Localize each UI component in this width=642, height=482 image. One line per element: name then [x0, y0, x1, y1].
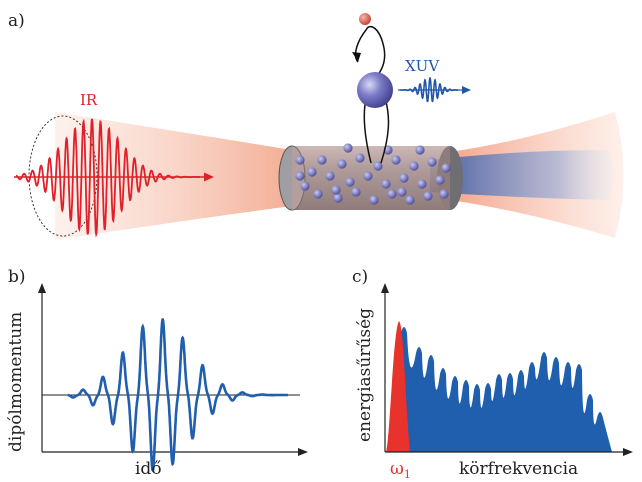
gas-atom-icon [369, 195, 379, 205]
gas-atom-icon [317, 155, 327, 165]
gas-atom-icon [325, 171, 335, 181]
gas-atom-icon [355, 153, 365, 163]
atom-sphere-icon [357, 72, 393, 108]
gas-atom-icon [343, 143, 353, 153]
xuv-beam [430, 150, 613, 200]
fundamental-peak [386, 321, 410, 452]
gas-atom-icon [441, 163, 451, 173]
gas-atom-icon [415, 145, 425, 155]
gas-atom-icon [427, 157, 437, 167]
gas-atom-icon [333, 193, 343, 203]
gas-atom-icon [439, 189, 449, 199]
panel-a: a) IR XUV [8, 11, 624, 240]
gas-atoms [295, 143, 451, 205]
gas-atom-icon [409, 161, 419, 171]
ir-arrow-head-icon [204, 172, 214, 182]
gas-atom-icon [405, 195, 415, 205]
gas-atom-icon [373, 161, 383, 171]
gas-atom-icon [399, 173, 409, 183]
omega-label: ω1 [390, 459, 411, 481]
gas-atom-icon [363, 171, 373, 181]
panel-b-x-arrow-icon [298, 448, 308, 456]
gas-atom-icon [295, 171, 305, 181]
gas-atom-icon [351, 187, 361, 197]
panel-c: c) energiasűrűség ω1 körfrekvencia [352, 267, 633, 481]
xuv-label: XUV [405, 57, 440, 75]
panel-b-ylabel: dipólmomentum [6, 312, 26, 452]
gas-atom-icon [397, 187, 407, 197]
gas-atom-icon [381, 179, 391, 189]
electron-icon [359, 13, 371, 25]
panel-c-label: c) [352, 267, 368, 287]
xuv-arrow-head-icon [462, 86, 471, 94]
gas-atom-icon [435, 175, 445, 185]
panel-c-xlabel: körfrekvencia [459, 459, 578, 479]
beam-waist-ellipse [28, 115, 98, 237]
gas-atom-icon [331, 185, 341, 195]
panel-c-y-arrow-icon [381, 283, 389, 293]
panel-b-xlabel: idő [135, 459, 162, 479]
gas-atom-icon [337, 159, 347, 169]
gas-atom-icon [387, 189, 397, 199]
panel-c-x-arrow-icon [623, 448, 633, 456]
gas-atom-icon [307, 167, 317, 177]
gas-atom-icon [295, 155, 305, 165]
gas-atom-icon [417, 179, 427, 189]
dipole-moment-curve [67, 318, 288, 473]
harmonic-spectrum [400, 327, 612, 452]
gas-atom-icon [423, 191, 433, 201]
trajectory-arrow-icon [352, 52, 361, 62]
panel-a-label: a) [8, 11, 25, 31]
gas-atom-icon [313, 189, 323, 199]
gas-atom-icon [345, 177, 355, 187]
ir-pulse-wave [15, 118, 200, 238]
panel-c-ylabel: energiasűrűség [355, 308, 375, 442]
panel-b-y-arrow-icon [38, 283, 46, 293]
gas-atom-icon [391, 155, 401, 165]
gas-atom-icon [300, 181, 310, 191]
panel-b: b) dipólmomentum idő [6, 267, 308, 479]
ir-label: IR [80, 91, 98, 109]
panel-b-label: b) [8, 267, 26, 287]
electron-trajectory [354, 25, 386, 164]
